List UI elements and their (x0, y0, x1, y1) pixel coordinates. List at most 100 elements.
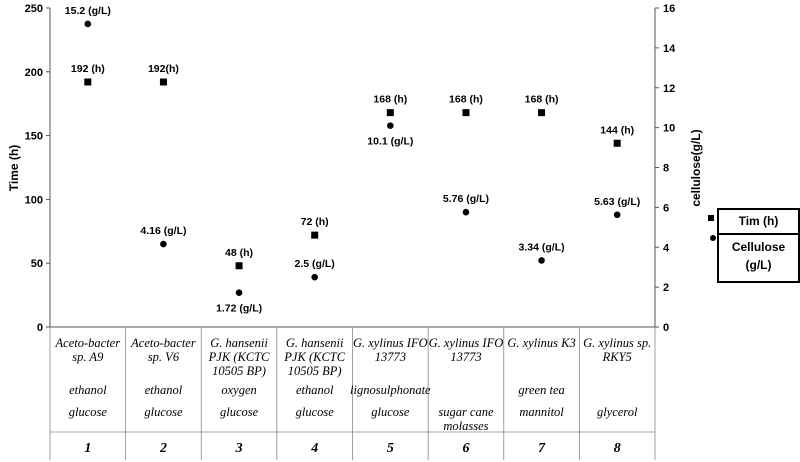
y-right-tick-label: 6 (663, 202, 669, 214)
category-strain-label: sp. A9 (72, 350, 104, 364)
y-right-tick-label: 8 (663, 163, 669, 175)
category-strain-label: RKY5 (602, 350, 632, 364)
cellulose-data-label: 3.34 (g/L) (519, 241, 565, 253)
y-right-axis-title: cellulose(g/L) (689, 129, 703, 206)
time-data-label: 168 (h) (373, 94, 407, 106)
time-point (386, 109, 394, 117)
time-data-label: 72 (h) (301, 216, 329, 228)
cellulose-point (462, 208, 470, 216)
cellulose-data-label: 5.63 (g/L) (594, 196, 640, 208)
category-carbon-source-label: glucose (69, 405, 108, 419)
category-number-label: 6 (462, 441, 469, 456)
category-carbon-source-label: glucose (371, 405, 410, 419)
cellulose-data-label: 2.5 (g/L) (295, 258, 335, 270)
category-strain-label: Aceto-bacter (55, 336, 121, 350)
legend: Tim (h) Cellulose (g/L) (708, 208, 800, 283)
y-right-tick-label: 10 (663, 123, 675, 135)
y-right-tick-label: 16 (663, 3, 675, 15)
time-point (538, 109, 546, 117)
legend-label: Tim (h) (739, 214, 779, 228)
y-right-tick-label: 4 (663, 242, 670, 254)
y-left-tick-label: 200 (25, 67, 43, 79)
category-carbon-source-label: glucose (144, 405, 183, 419)
category-strain-label: 10505 BP) (288, 364, 342, 378)
cellulose-point (538, 257, 545, 264)
category-strain-label: G. xylinus IFO (353, 336, 428, 350)
time-point (462, 109, 470, 117)
y-left-tick-label: 100 (25, 194, 43, 206)
time-point (613, 139, 621, 147)
category-carbon-source-label: mannitol (519, 405, 564, 419)
category-strain-label: sp. V6 (148, 350, 180, 364)
y-left-tick-label: 50 (31, 258, 43, 270)
y-left-tick-label: 0 (37, 322, 43, 334)
legend-entry-box (717, 233, 800, 283)
category-carbon-source-label: molasses (443, 419, 488, 433)
cellulose-point (387, 122, 394, 129)
time-data-label: 192(h) (148, 63, 179, 75)
category-strain-label: 10505 BP) (212, 364, 266, 378)
time-data-label: 168 (h) (449, 94, 483, 106)
time-point (84, 78, 92, 86)
category-additive-label: oxygen (221, 383, 256, 397)
cellulose-data-label: 5.76 (g/L) (443, 193, 489, 205)
category-strain-label: PJK (KCTC (283, 350, 345, 364)
category-strain-label: G. hansenii (286, 336, 344, 350)
cellulose-point (235, 289, 243, 297)
axes: 0 50 100 150 200 250 0 2 4 6 8 10 12 14 16 (25, 3, 676, 334)
time-data-label: 192 (h) (71, 63, 105, 75)
time-point (159, 78, 167, 86)
category-strain-label: Aceto-bacter (130, 336, 196, 350)
category-number-label: 4 (310, 441, 318, 456)
y-right-tick-label: 2 (663, 282, 669, 294)
legend-label: (g/L) (746, 258, 772, 272)
y-right-tick-label: 0 (663, 322, 669, 334)
time-point (311, 231, 319, 239)
legend-label: Cellulose (732, 240, 786, 254)
y-left-tick-label: 150 (25, 131, 43, 143)
category-carbon-source-label: glycerol (597, 405, 638, 419)
y-right-tick-label: 12 (663, 83, 675, 95)
category-strain-label: PJK (KCTC (208, 350, 270, 364)
legend-entry-box (717, 208, 800, 235)
y-right-tick-label: 14 (663, 43, 676, 55)
category-additive-label: green tea (518, 383, 564, 397)
legend-circle-marker (710, 235, 716, 241)
category-carbon-source-label: glucose (220, 405, 259, 419)
category-strain-label: G. xylinus IFO (429, 336, 504, 350)
legend-square-marker (708, 215, 714, 221)
category-strain-label: 13773 (375, 350, 406, 364)
cellulose-point (311, 273, 318, 281)
category-additive-label: ethanol (69, 383, 107, 397)
cellulose-data-label: 15.2 (g/L) (65, 5, 111, 17)
category-number-label: 1 (84, 441, 91, 456)
category-carbon-source-label: sugar cane (438, 405, 494, 419)
cellulose-point (160, 240, 167, 248)
cellulose-point (613, 211, 621, 219)
category-strain-label: G. hansenii (210, 336, 268, 350)
category-number-label: 8 (614, 441, 621, 456)
category-strain-label: 13773 (450, 350, 481, 364)
category-number-label: 5 (387, 441, 394, 456)
cellulose-data-label: 1.72 (g/L) (216, 303, 262, 315)
category-additive-label: ethanol (145, 383, 183, 397)
y-left-axis-title: Time (h) (7, 145, 21, 191)
time-data-label: 144 (h) (600, 124, 634, 136)
time-point (235, 262, 243, 270)
category-number-label: 3 (235, 441, 243, 456)
cellulose-data-label: 4.16 (g/L) (140, 225, 186, 237)
category-carbon-source-label: glucose (296, 405, 335, 419)
time-data-label: 168 (h) (525, 94, 559, 106)
category-number-label: 2 (159, 441, 167, 456)
cellulose-point (84, 20, 92, 28)
category-additive-label: lignosulphonate (350, 383, 431, 397)
category-number-label: 7 (538, 441, 546, 456)
category-strain-label: G. xylinus K3 (507, 336, 575, 350)
category-strain-label: G. xylinus sp. (583, 336, 651, 350)
category-additive-label: ethanol (296, 383, 334, 397)
y-left-tick-label: 250 (25, 3, 43, 15)
time-data-label: 48 (h) (225, 247, 253, 259)
cellulose-data-label: 10.1 (g/L) (367, 136, 413, 148)
